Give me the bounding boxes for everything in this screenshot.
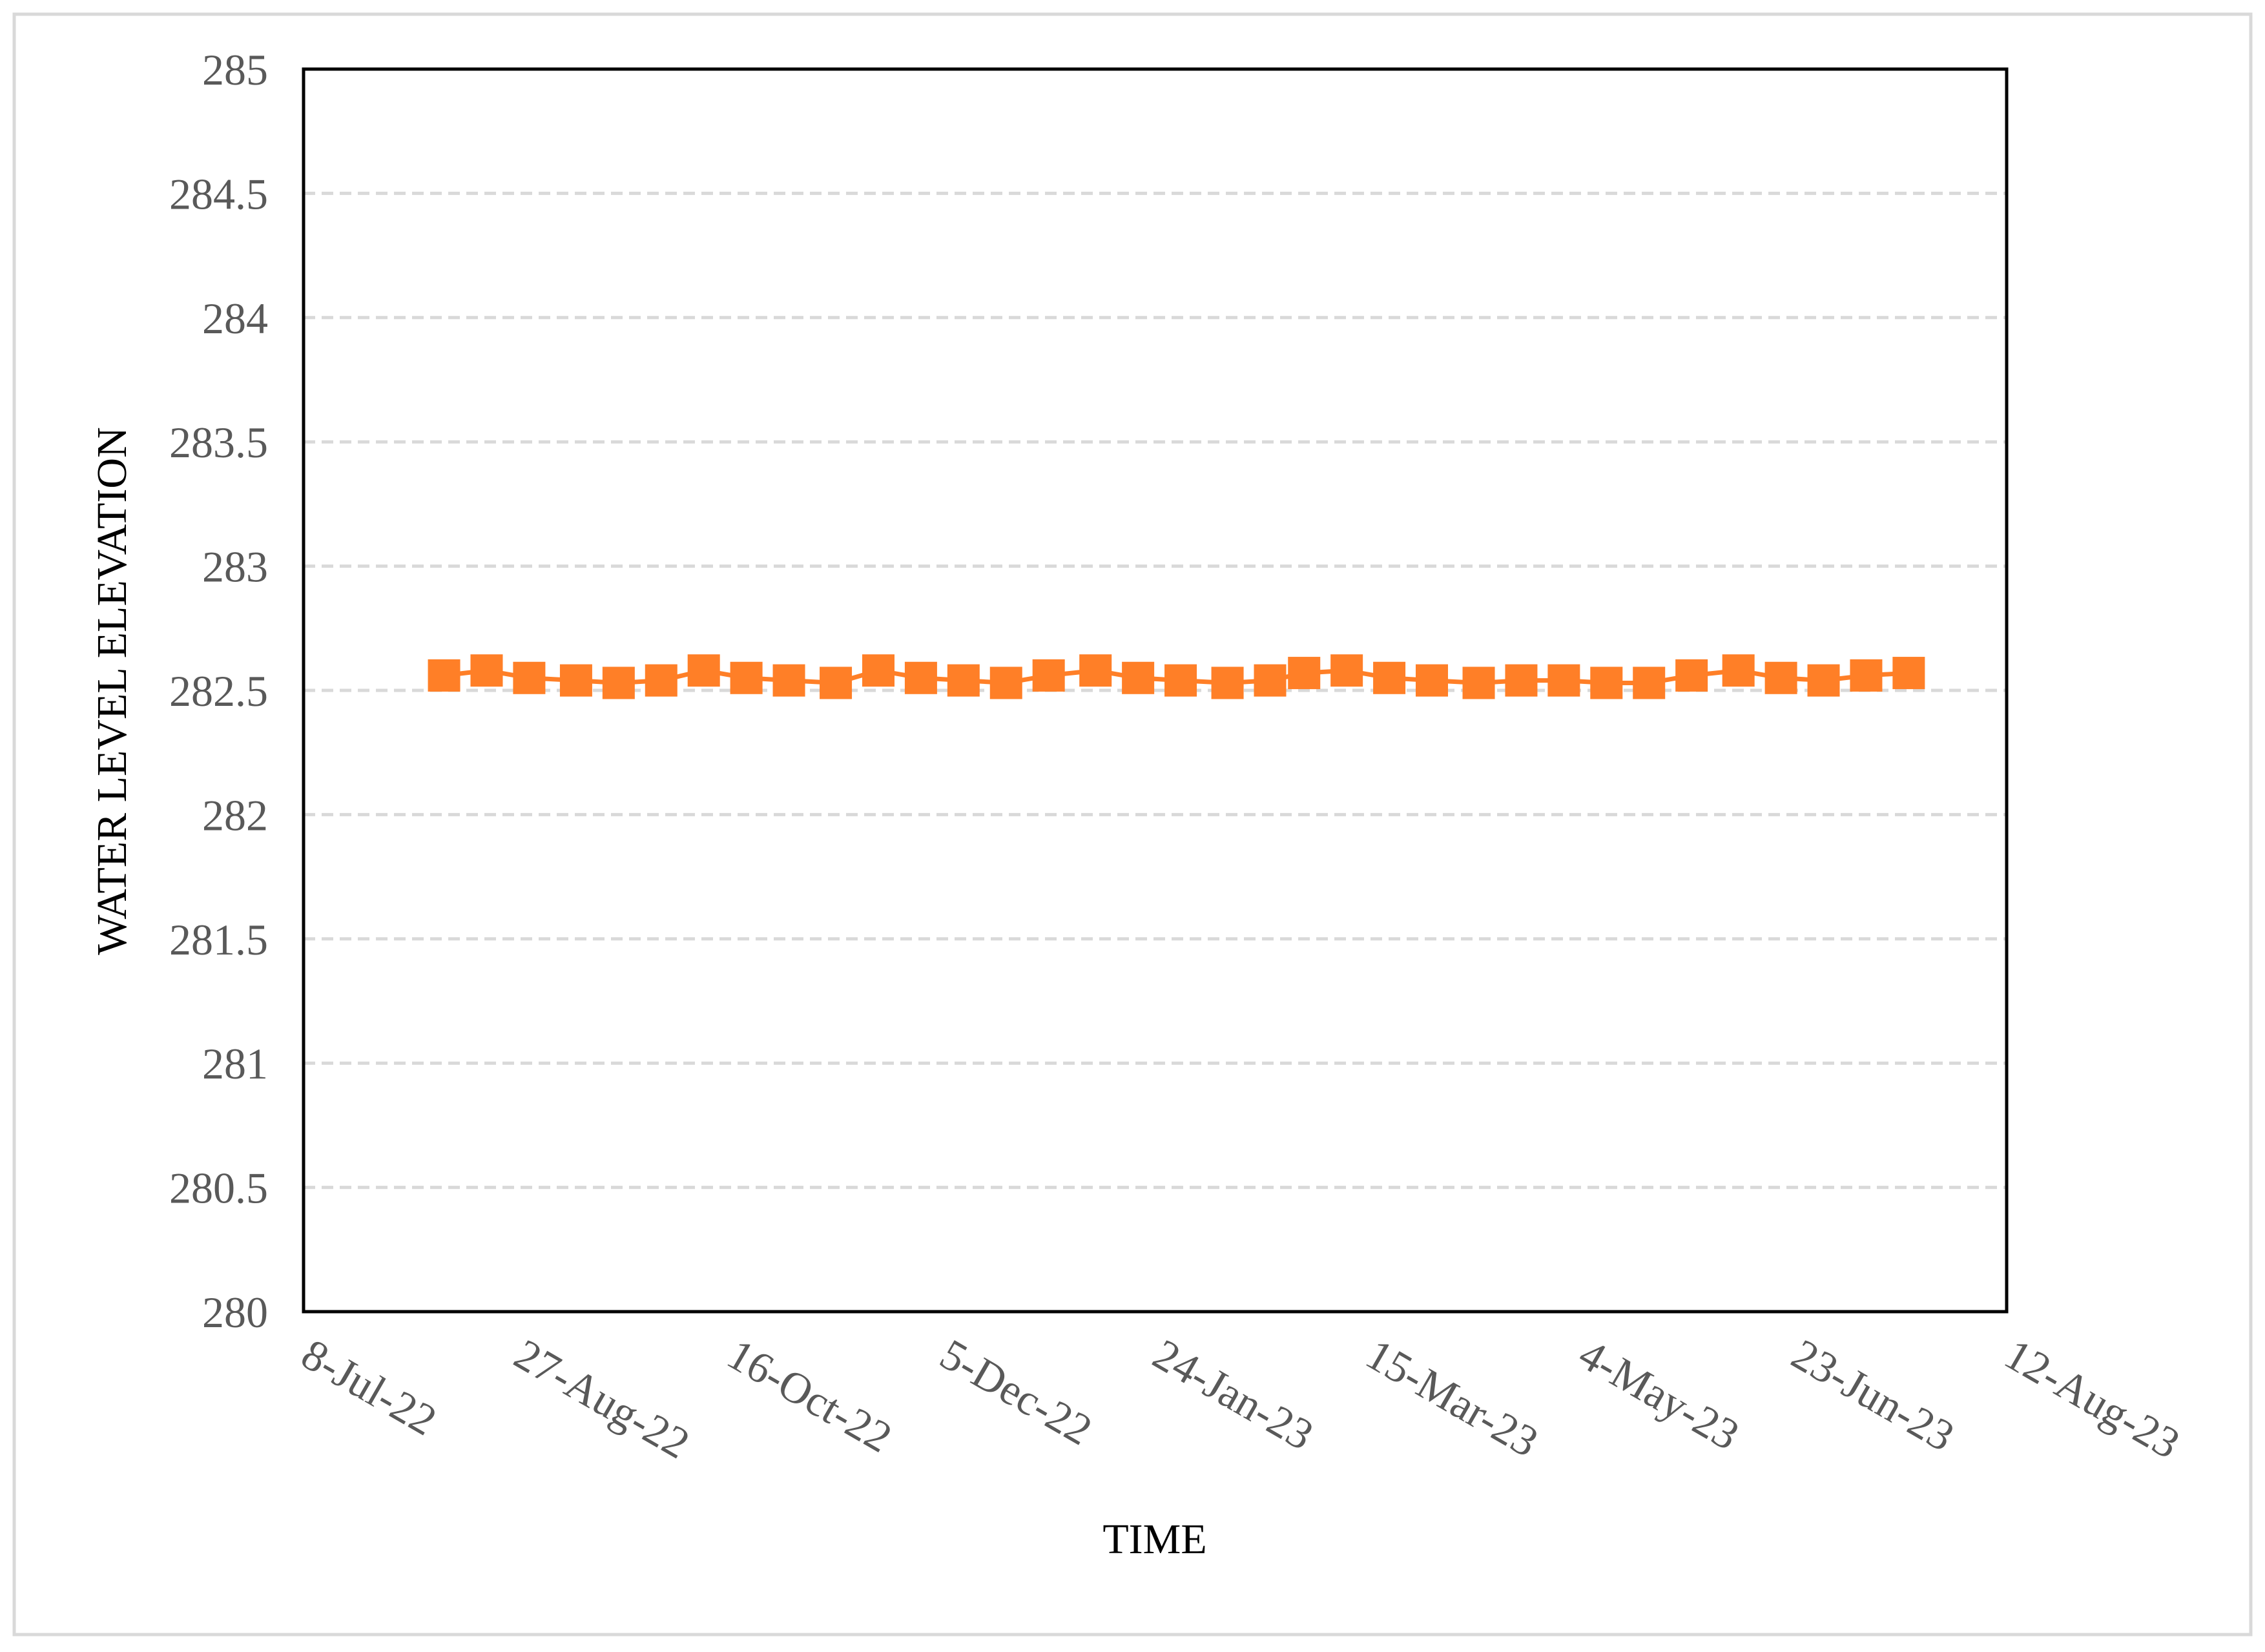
- data-point: [1590, 666, 1623, 699]
- data-point: [470, 654, 503, 687]
- data-point: [1807, 664, 1840, 697]
- data-point: [862, 654, 895, 687]
- data-point: [1764, 661, 1797, 694]
- data-point: [687, 654, 720, 687]
- y-tick-label: 281.5: [169, 915, 268, 964]
- data-point: [1675, 659, 1708, 692]
- y-tick-label: 284.5: [169, 169, 268, 218]
- data-point: [1164, 664, 1197, 697]
- data-point: [947, 664, 980, 697]
- data-point: [1254, 664, 1287, 697]
- y-tick-label: 281: [202, 1039, 268, 1088]
- data-point: [1288, 657, 1321, 690]
- y-tick-label: 284: [202, 294, 268, 343]
- data-point: [730, 661, 763, 694]
- data-point: [559, 664, 592, 697]
- data-point: [645, 664, 677, 697]
- data-point: [904, 661, 937, 694]
- data-point: [1373, 661, 1406, 694]
- data-point: [428, 659, 460, 692]
- data-point: [1462, 666, 1495, 699]
- data-point: [513, 661, 546, 694]
- y-tick-label: 283.5: [169, 418, 268, 467]
- y-tick-label: 282: [202, 790, 268, 840]
- data-point: [1547, 664, 1580, 697]
- data-point: [820, 666, 853, 699]
- data-point: [772, 664, 805, 697]
- plot-border: [302, 67, 2009, 1314]
- data-point: [1122, 661, 1155, 694]
- data-point: [1416, 664, 1449, 697]
- data-point: [1850, 659, 1883, 692]
- y-tick-label: 282.5: [169, 666, 268, 716]
- data-point: [1722, 654, 1755, 687]
- chart-frame: [12, 12, 2253, 1637]
- data-point: [1505, 664, 1538, 697]
- data-point: [1892, 657, 1925, 690]
- y-tick-label: 285: [202, 45, 268, 94]
- y-tick-label: 283: [202, 542, 268, 592]
- data-point: [1211, 666, 1244, 699]
- y-axis-title: WATER LEVEL ELEVATION: [88, 427, 136, 955]
- y-tick-label: 280: [202, 1288, 268, 1337]
- data-point: [1633, 666, 1666, 699]
- data-point: [602, 666, 635, 699]
- data-point: [1079, 654, 1112, 687]
- y-tick-label: 280.5: [169, 1164, 268, 1213]
- x-axis-title: TIME: [1102, 1516, 1206, 1563]
- data-point: [1330, 654, 1363, 687]
- data-point: [1032, 659, 1065, 692]
- data-point: [989, 666, 1022, 699]
